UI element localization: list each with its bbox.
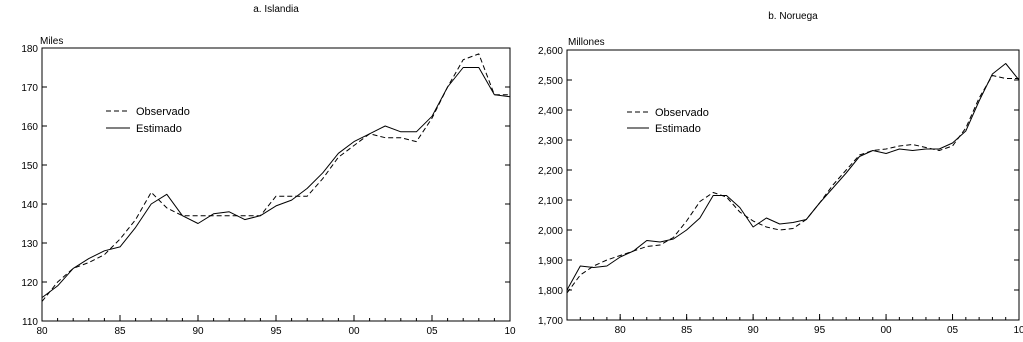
panel-noruega: b. Noruega Millones 1,700 1,800 1,900 2,000 2,… xyxy=(538,11,1023,336)
plot-frame xyxy=(566,49,1020,321)
x-tick-label: 10 xyxy=(504,326,516,337)
y-tick-label: 2,300 xyxy=(538,136,563,147)
x-tick-label: 90 xyxy=(748,325,760,336)
y-tick-label: 160 xyxy=(21,122,38,133)
y-tick-label: 2,100 xyxy=(538,196,563,207)
x-tick-label: 80 xyxy=(615,325,627,336)
x-tick-label: 10 xyxy=(1013,325,1023,336)
y-tick-label: 1,900 xyxy=(538,256,563,267)
x-tick-label: 05 xyxy=(947,325,959,336)
x-tick-label: 00 xyxy=(348,326,360,337)
y-tick-label: 1,800 xyxy=(538,286,563,297)
y-tick-label: 1,700 xyxy=(538,316,563,327)
y-tick-label: 140 xyxy=(21,200,38,211)
y-tick-label: 110 xyxy=(22,317,38,328)
y-tick-label: 2,200 xyxy=(538,166,563,177)
legend-label-estimado: Estimado xyxy=(136,123,182,135)
x-tick-label: 90 xyxy=(192,326,204,337)
unit-label: Millones xyxy=(568,37,605,48)
legend-label-estimado: Estimado xyxy=(655,123,701,135)
chart-title: a. Islandia xyxy=(253,4,299,15)
y-tick-label: 2,500 xyxy=(538,76,563,87)
series-line-estimado xyxy=(41,67,511,299)
y-tick-label: 170 xyxy=(21,83,38,94)
x-tick-label: 95 xyxy=(270,326,282,337)
x-tick-label: 85 xyxy=(681,325,693,336)
x-tick-label: 80 xyxy=(36,326,48,337)
y-tick-label: 130 xyxy=(21,239,38,250)
x-tick-label: 85 xyxy=(114,326,126,337)
series-line-estimado xyxy=(566,63,1020,291)
legend-label-observado: Observado xyxy=(655,107,709,119)
plot-frame xyxy=(41,47,511,322)
x-tick-label: 95 xyxy=(814,325,826,336)
y-tick-label: 2,000 xyxy=(538,226,563,237)
panel-islandia: a. Islandia Miles 110 120 130 140 150 160 170 180… xyxy=(21,4,516,337)
series-line-observado xyxy=(566,75,1019,294)
y-tick-label: 120 xyxy=(21,278,38,289)
chart-title: b. Noruega xyxy=(768,11,818,22)
y-tick-label: 180 xyxy=(21,44,38,55)
unit-label: Miles xyxy=(40,36,63,47)
x-tick-label: 05 xyxy=(426,326,438,337)
y-tick-label: 150 xyxy=(21,161,38,172)
y-tick-label: 2,600 xyxy=(538,46,563,57)
legend-label-observado: Observado xyxy=(136,106,190,118)
series-line-observado xyxy=(41,53,510,302)
y-tick-label: 2,400 xyxy=(538,106,563,117)
x-tick-label: 00 xyxy=(880,325,892,336)
